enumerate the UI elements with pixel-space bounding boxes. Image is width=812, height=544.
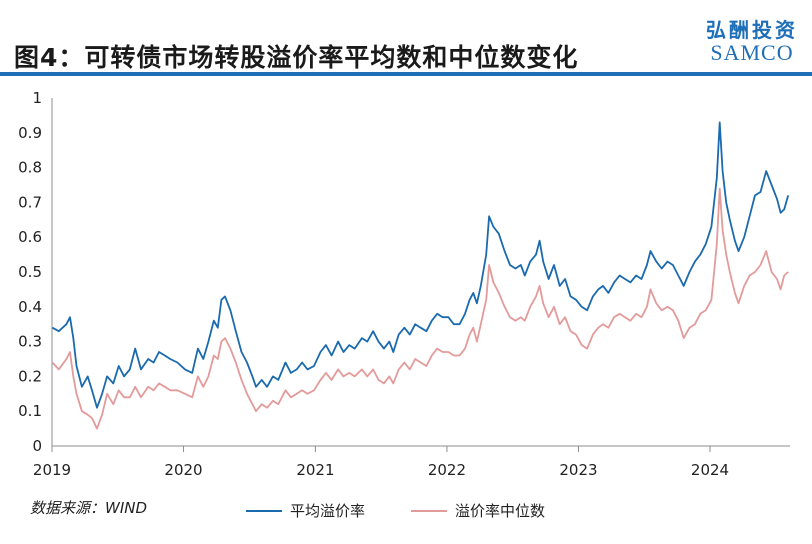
series-line-median [51, 187, 789, 430]
x-tick-label: 2023 [559, 461, 597, 479]
legend-item-median: 溢价率中位数 [411, 500, 545, 521]
series-layer [51, 121, 790, 430]
chart-axes: 0 0.1 0.2 0.3 0.4 0.5 0.6 0.7 0.8 0.9 1 2019 2020 202… [18, 89, 790, 479]
legend-label-mean: 平均溢价率 [290, 502, 366, 520]
y-tick-label: 0.5 [18, 263, 42, 281]
title-rule [0, 72, 812, 76]
y-tick-label: 0.6 [18, 228, 42, 246]
logo-chinese-text: 弘酬投资 [706, 18, 798, 42]
chart-title: 图4：可转债市场转股溢价率平均数和中位数变化 [14, 43, 579, 72]
legend-label-median: 溢价率中位数 [455, 502, 546, 520]
y-tick-label: 0.1 [18, 402, 42, 420]
x-tick-label: 2019 [33, 461, 71, 479]
y-tick-label: 1 [32, 89, 42, 107]
y-tick-label: 0.7 [18, 193, 42, 211]
legend-swatch-median [411, 509, 448, 512]
y-tick-label: 0.4 [18, 298, 42, 316]
y-tick-label: 0.9 [18, 124, 42, 142]
x-tick-label: 2022 [428, 461, 466, 479]
x-tick-label: 2020 [164, 461, 202, 479]
data-source-note: 数据来源：WIND [30, 499, 148, 517]
logo-english-text: SAMCO [710, 40, 794, 65]
samco-logo: 弘酬投资 SAMCO [706, 18, 798, 64]
legend-item-mean: 平均溢价率 [246, 500, 365, 521]
y-tick-label: 0.2 [18, 367, 42, 385]
y-tick-label: 0.3 [18, 333, 42, 351]
y-tick-label: 0 [32, 437, 42, 455]
series-line-mean [51, 121, 790, 409]
legend-swatch-mean [246, 509, 282, 512]
y-tick-label: 0.8 [18, 159, 42, 177]
x-tick-label: 2024 [691, 461, 729, 479]
chart-legend: 平均溢价率 溢价率中位数 [246, 500, 545, 521]
x-tick-label: 2021 [296, 461, 334, 479]
